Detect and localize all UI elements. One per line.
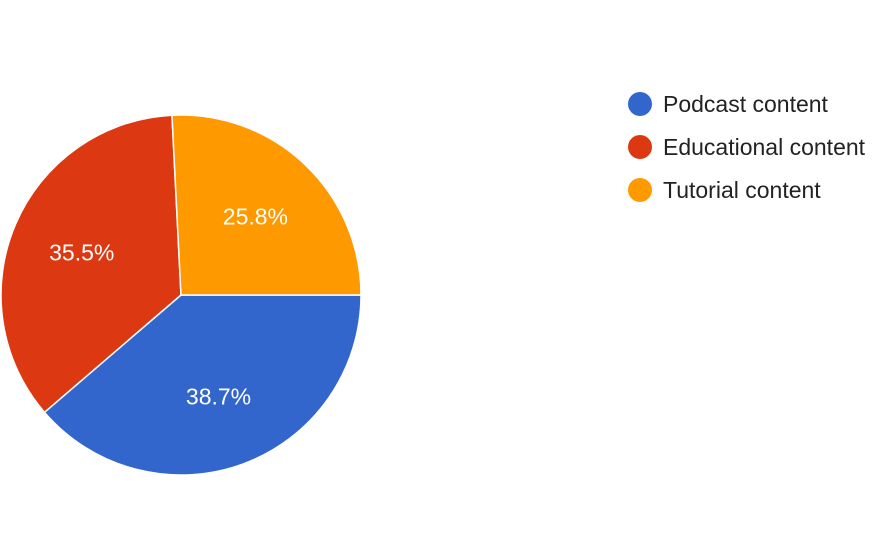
pie-slice-label-tutorial-content: 25.8% bbox=[223, 204, 288, 230]
legend-swatch-educational-content bbox=[628, 135, 652, 159]
pie-slices bbox=[0, 114, 362, 476]
legend-swatch-podcast-content bbox=[628, 92, 652, 116]
legend-swatch-tutorial-content bbox=[628, 178, 652, 202]
legend-item-podcast-content: Podcast content bbox=[628, 91, 829, 117]
legend-label-educational-content: Educational content bbox=[663, 134, 866, 160]
legend-item-tutorial-content: Tutorial content bbox=[628, 177, 821, 203]
pie-slice-label-educational-content: 35.5% bbox=[49, 239, 114, 265]
pie-slice-tutorial-content bbox=[171, 114, 362, 296]
legend-label-podcast-content: Podcast content bbox=[663, 91, 829, 117]
legend-item-educational-content: Educational content bbox=[628, 134, 866, 160]
pie-slice-educational-content bbox=[0, 114, 182, 414]
pie-slice-label-podcast-content: 38.7% bbox=[186, 383, 251, 409]
legend-label-tutorial-content: Tutorial content bbox=[663, 177, 821, 203]
pie-slice-labels: 38.7% 35.5% 25.8% bbox=[49, 204, 288, 410]
pie-slice-podcast-content bbox=[43, 294, 362, 476]
legend: Podcast content Educational content Tutori… bbox=[628, 91, 866, 203]
